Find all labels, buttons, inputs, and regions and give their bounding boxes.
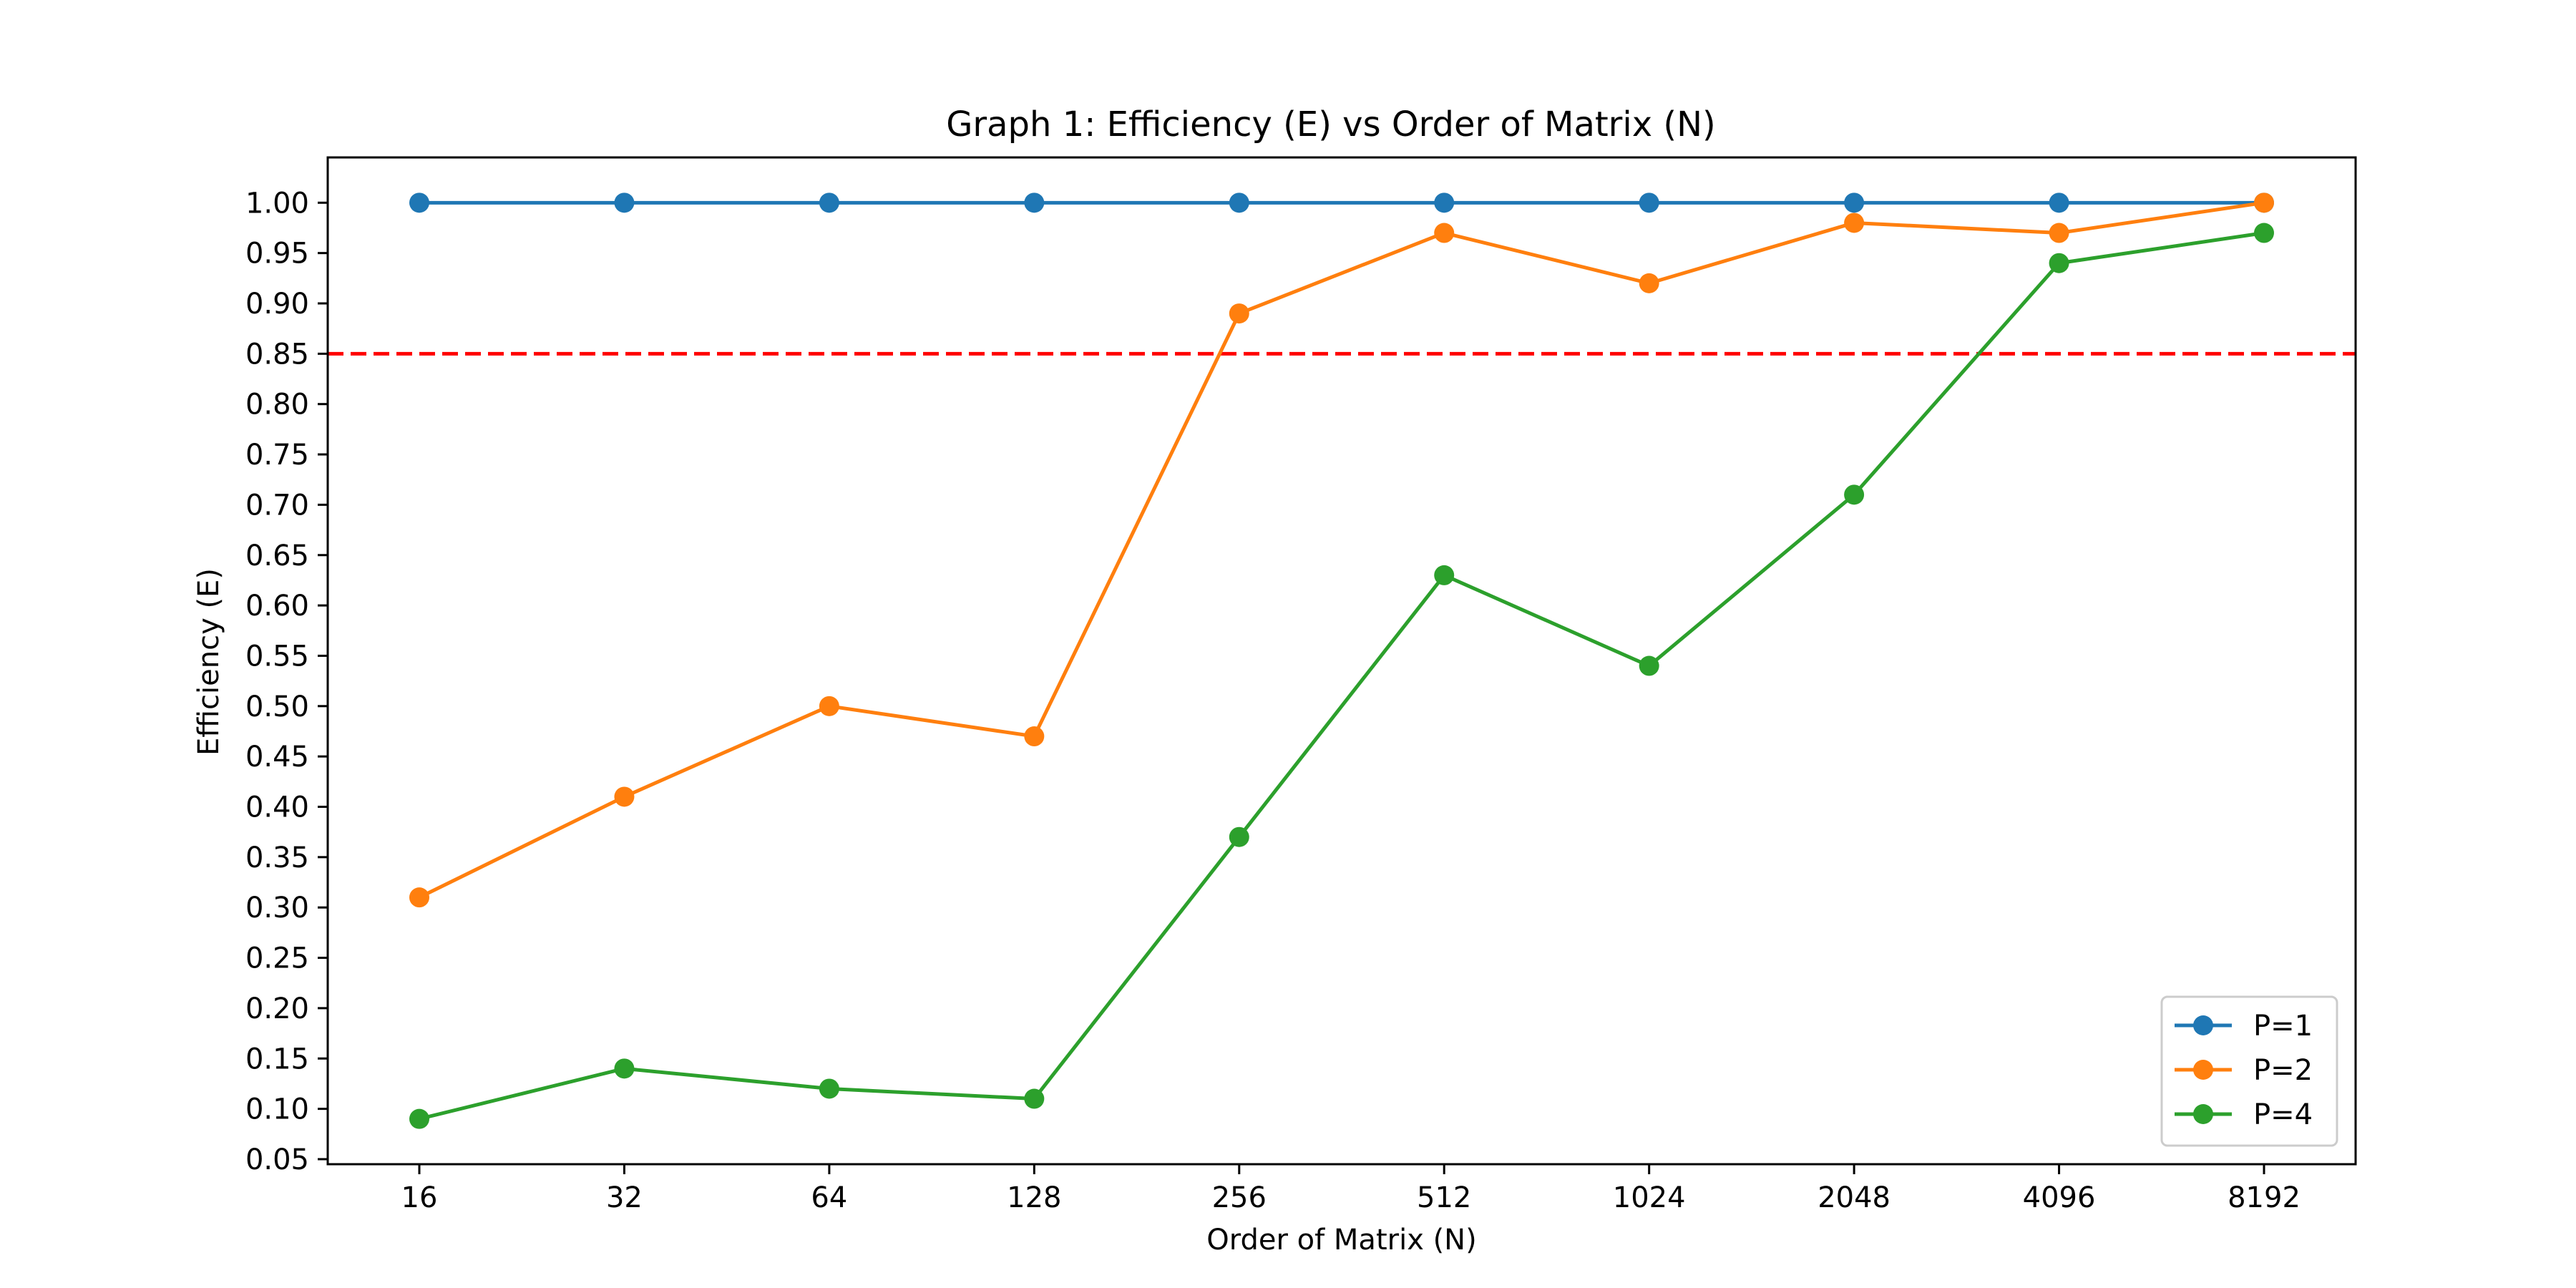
data-point-P=1-2048 <box>1844 192 1865 213</box>
data-point-P=2-2048 <box>1844 213 1865 233</box>
x-tick-label-8192: 8192 <box>2228 1181 2301 1214</box>
y-tick-label-1.00: 1.00 <box>245 187 309 220</box>
series-line-P=4 <box>417 231 2266 1121</box>
y-tick-label-0.05: 0.05 <box>245 1143 309 1176</box>
y-tick-label-0.85: 0.85 <box>245 338 309 371</box>
legend-label-P=2: P=2 <box>2253 1054 2313 1087</box>
data-point-P=2-64 <box>819 696 839 716</box>
y-tick-label-0.70: 0.70 <box>245 489 309 522</box>
x-tick-label-512: 512 <box>1417 1181 1471 1214</box>
data-point-P=1-64 <box>819 192 839 213</box>
data-point-P=4-128 <box>1024 1088 1045 1109</box>
data-point-P=4-1024 <box>1639 655 1659 676</box>
data-point-P=2-16 <box>409 887 429 908</box>
y-tick-label-0.35: 0.35 <box>245 841 309 874</box>
data-point-P=2-256 <box>1229 303 1249 324</box>
data-point-P=2-4096 <box>2049 223 2069 243</box>
plot-area: 16 32 64 128 256 512 1024 2048 4096 8192 0.05 0.10 0… <box>245 156 2357 1214</box>
data-point-P=1-16 <box>409 192 429 213</box>
y-tick-label-0.65: 0.65 <box>245 540 309 572</box>
data-point-P=1-512 <box>1434 192 1455 213</box>
data-point-P=2-8192 <box>2254 192 2274 213</box>
data-point-P=2-1024 <box>1639 273 1659 293</box>
legend-label-P=1: P=1 <box>2253 1010 2313 1043</box>
series-line-P=2 <box>417 200 2266 899</box>
x-tick-label-256: 256 <box>1212 1181 1267 1214</box>
chart-title: Graph 1: Efficiency (E) vs Order of Matr… <box>946 104 1716 145</box>
legend: P=1 P=2 P=4 <box>2160 995 2338 1147</box>
x-tick-label-2048: 2048 <box>1818 1181 1890 1214</box>
x-tick-label-64: 64 <box>811 1181 847 1214</box>
data-point-P=1-256 <box>1229 192 1249 213</box>
y-tick-label-0.45: 0.45 <box>245 741 309 774</box>
y-tick-label-0.15: 0.15 <box>245 1043 309 1075</box>
data-point-P=1-32 <box>614 192 635 213</box>
data-point-P=4-16 <box>409 1108 429 1129</box>
x-tick-label-4096: 4096 <box>2023 1181 2096 1214</box>
x-tick-label-16: 16 <box>401 1181 438 1214</box>
y-tick-label-0.55: 0.55 <box>245 640 309 673</box>
y-tick-label-0.75: 0.75 <box>245 439 309 472</box>
data-point-P=1-128 <box>1024 192 1045 213</box>
data-point-P=4-256 <box>1229 826 1249 847</box>
legend-marker-P=4 <box>2193 1104 2213 1124</box>
data-point-P=4-64 <box>819 1078 839 1099</box>
data-point-P=4-4096 <box>2049 253 2069 273</box>
data-point-P=1-4096 <box>2049 192 2069 213</box>
data-point-P=4-32 <box>614 1058 635 1079</box>
data-point-P=2-128 <box>1024 726 1045 747</box>
y-tick-label-0.30: 0.30 <box>245 892 309 924</box>
x-tick-label-128: 128 <box>1007 1181 1061 1214</box>
y-tick-label-0.25: 0.25 <box>245 942 309 975</box>
x-tick-label-1024: 1024 <box>1613 1181 1686 1214</box>
y-tick-label-0.40: 0.40 <box>245 791 309 824</box>
data-point-P=2-32 <box>614 786 635 807</box>
plot-frame <box>326 156 2357 1166</box>
legend-marker-P=1 <box>2193 1015 2213 1035</box>
x-axis-label: Order of Matrix (N) <box>1206 1224 1476 1257</box>
data-point-P=4-512 <box>1434 565 1455 585</box>
data-point-P=4-2048 <box>1844 484 1865 505</box>
y-tick-label-0.50: 0.50 <box>245 691 309 723</box>
y-tick-label-0.95: 0.95 <box>245 238 309 270</box>
legend-label-P=4: P=4 <box>2253 1098 2313 1131</box>
data-point-P=1-1024 <box>1639 192 1659 213</box>
y-tick-label-0.10: 0.10 <box>245 1093 309 1126</box>
x-tick-label-32: 32 <box>606 1181 643 1214</box>
y-axis-label: Efficiency (E) <box>192 568 225 756</box>
y-tick-label-0.20: 0.20 <box>245 992 309 1025</box>
data-point-P=4-8192 <box>2254 223 2274 243</box>
y-tick-label-0.90: 0.90 <box>245 288 309 321</box>
legend-marker-P=2 <box>2193 1060 2213 1080</box>
y-tick-label-0.60: 0.60 <box>245 590 309 623</box>
data-point-P=2-512 <box>1434 223 1455 243</box>
y-tick-label-0.80: 0.80 <box>245 389 309 421</box>
